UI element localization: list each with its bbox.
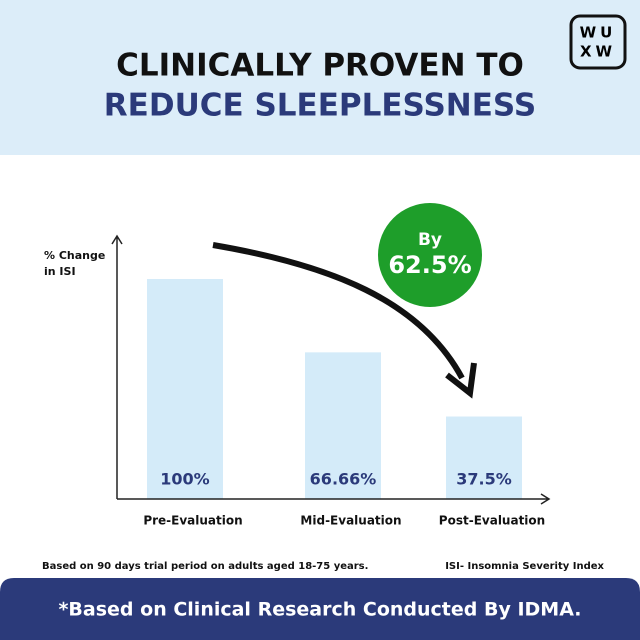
logo: WU XW xyxy=(569,14,627,70)
footer-band xyxy=(0,578,640,640)
bar xyxy=(446,416,522,499)
logo-frame xyxy=(569,14,627,70)
x-tick-label: Mid-Evaluation xyxy=(300,514,401,528)
badge xyxy=(378,203,482,307)
plot: 100% Pre-Evaluation 66.66% Mid-Evaluation 37… xyxy=(143,279,545,528)
footer-text: *Based on Clinical Research Conducted By… xyxy=(59,599,582,621)
logo-text: WU xyxy=(580,24,617,42)
note: Based on 90 days trial period on adults … xyxy=(42,561,368,572)
bar xyxy=(147,279,223,499)
axes xyxy=(111,234,551,505)
badge-value: 62.5% xyxy=(388,251,471,279)
trend-arrow xyxy=(212,242,465,380)
bar xyxy=(305,352,381,499)
title-line: CLINICALLY PROVEN TO xyxy=(116,48,524,84)
value-label: 66.66% xyxy=(310,470,377,489)
x-tick-label: Pre-Evaluation xyxy=(143,514,242,528)
x-tick-label: Post-Evaluation xyxy=(439,514,545,528)
arrow-head xyxy=(445,362,477,399)
header-band xyxy=(0,0,640,155)
title-line: REDUCE SLEEPLESSNESS xyxy=(104,88,536,124)
note: ISI- Insomnia Severity Index xyxy=(445,561,604,572)
y-axis-label: % Change xyxy=(44,249,105,262)
logo-text: XW xyxy=(580,43,616,61)
value-label: 37.5% xyxy=(456,470,512,489)
value-label: 100% xyxy=(160,470,209,489)
badge-text: By xyxy=(418,230,442,250)
y-axis-label: in ISI xyxy=(44,265,76,278)
